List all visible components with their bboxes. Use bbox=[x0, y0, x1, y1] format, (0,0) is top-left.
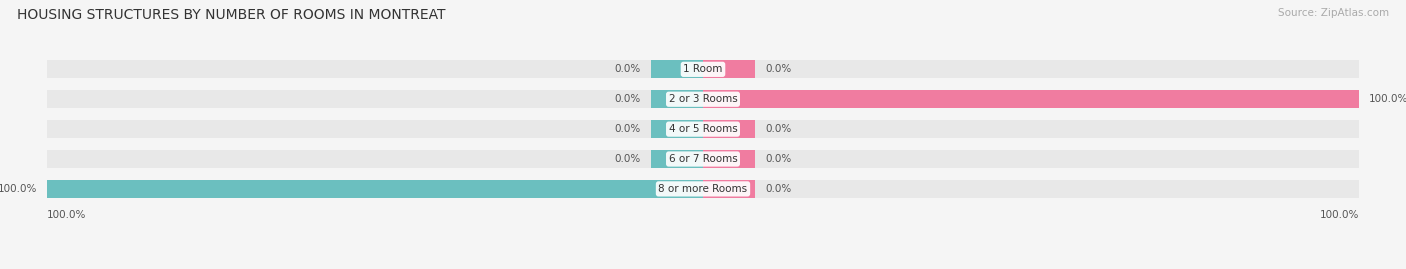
Text: 6 or 7 Rooms: 6 or 7 Rooms bbox=[669, 154, 737, 164]
Bar bbox=[651, 90, 703, 108]
Bar bbox=[46, 180, 1360, 198]
Bar bbox=[703, 120, 755, 138]
Text: 100.0%: 100.0% bbox=[0, 184, 37, 194]
Text: 0.0%: 0.0% bbox=[765, 64, 792, 74]
Bar bbox=[651, 120, 703, 138]
Text: Source: ZipAtlas.com: Source: ZipAtlas.com bbox=[1278, 8, 1389, 18]
Text: 100.0%: 100.0% bbox=[1369, 94, 1406, 104]
Bar bbox=[46, 60, 1360, 78]
Text: 0.0%: 0.0% bbox=[614, 94, 641, 104]
Bar bbox=[703, 150, 755, 168]
Text: 100.0%: 100.0% bbox=[46, 210, 86, 220]
Bar bbox=[46, 150, 1360, 168]
Text: 4 or 5 Rooms: 4 or 5 Rooms bbox=[669, 124, 737, 134]
Text: 0.0%: 0.0% bbox=[765, 124, 792, 134]
Bar bbox=[703, 60, 755, 78]
Text: 0.0%: 0.0% bbox=[614, 64, 641, 74]
Text: 8 or more Rooms: 8 or more Rooms bbox=[658, 184, 748, 194]
Text: 0.0%: 0.0% bbox=[614, 154, 641, 164]
Bar bbox=[651, 60, 703, 78]
Bar bbox=[46, 120, 1360, 138]
Bar bbox=[703, 180, 755, 198]
Bar bbox=[651, 150, 703, 168]
Text: 100.0%: 100.0% bbox=[1320, 210, 1360, 220]
Text: 2 or 3 Rooms: 2 or 3 Rooms bbox=[669, 94, 737, 104]
Text: 0.0%: 0.0% bbox=[765, 184, 792, 194]
Text: HOUSING STRUCTURES BY NUMBER OF ROOMS IN MONTREAT: HOUSING STRUCTURES BY NUMBER OF ROOMS IN… bbox=[17, 8, 446, 22]
Text: 1 Room: 1 Room bbox=[683, 64, 723, 74]
Text: 0.0%: 0.0% bbox=[614, 124, 641, 134]
Bar bbox=[46, 90, 1360, 108]
Text: 0.0%: 0.0% bbox=[765, 154, 792, 164]
Bar bbox=[703, 90, 1360, 108]
Bar bbox=[46, 180, 703, 198]
